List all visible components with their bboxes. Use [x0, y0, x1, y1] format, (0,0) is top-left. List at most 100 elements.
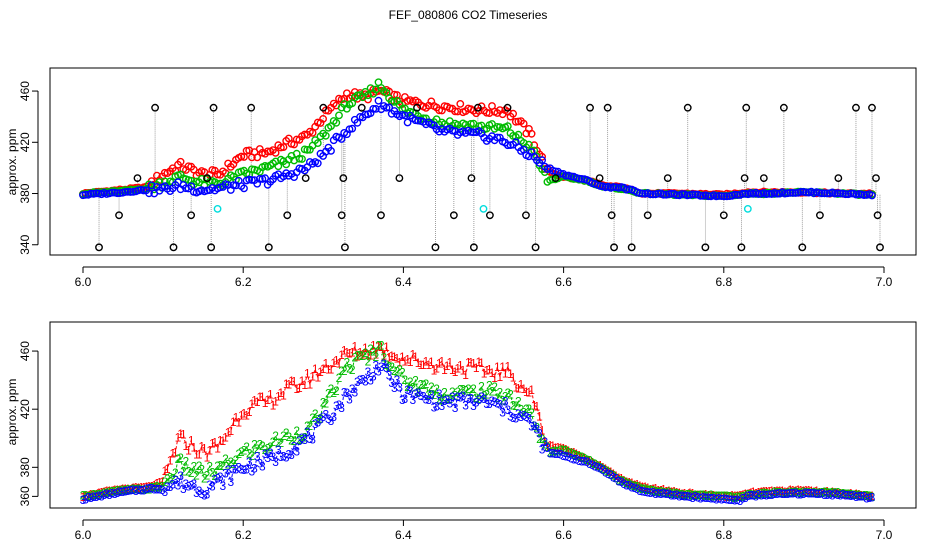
series-1-label: 1: [402, 355, 409, 369]
bottom-axes: 6.0 6.2 6.4 6.6 6.8 7.0 360 380 420 460: [18, 341, 893, 540]
series-2-label: 2: [111, 484, 118, 498]
data-point-red: [485, 109, 494, 118]
series-2-label: 2: [481, 389, 488, 403]
series-1-label: 1: [834, 487, 841, 501]
series-2-label: 2: [212, 469, 219, 483]
series-3-label: 3: [650, 486, 657, 500]
series-2-label: 2: [602, 463, 609, 477]
series-1-line: [82, 343, 873, 498]
series-2-label: 2: [541, 437, 548, 451]
series-1-label: 1: [782, 485, 789, 499]
series-2-label: 2: [333, 384, 340, 398]
series-3-label: 3: [789, 487, 796, 501]
series-1-label: 1: [568, 445, 575, 459]
series-2-label: 2: [779, 486, 786, 500]
series-2-label: 2: [705, 489, 712, 503]
series-3-label: 3: [346, 393, 353, 407]
series-2-label: 2: [652, 485, 659, 499]
series-2-label: 2: [716, 489, 723, 503]
series-3-label: 3: [652, 487, 659, 501]
top-series: [79, 78, 876, 201]
series-2-label: 2: [734, 490, 741, 504]
series-3-label: 3: [140, 483, 147, 497]
x-tick-label: 6.8: [715, 528, 732, 540]
series-1-label: 1: [705, 489, 712, 503]
series-2-label: 2: [729, 490, 736, 504]
series-2-label: 2: [462, 384, 469, 398]
series-2-label: 2: [351, 350, 358, 364]
series-2-label: 2: [692, 488, 699, 502]
series-2-label: 2: [745, 488, 752, 502]
series-2-label: 2: [370, 345, 377, 359]
series-1-label: 1: [130, 481, 137, 495]
series-1-label: 1: [125, 482, 132, 496]
data-point-blue: [860, 191, 868, 200]
bottom-plot-frame: [49, 321, 917, 509]
series-2-label: 2: [497, 385, 504, 399]
series-3-label: 3: [869, 491, 876, 505]
series-1-label: 1: [621, 474, 628, 488]
series-1-label: 1: [161, 464, 168, 478]
series-2-label: 2: [510, 399, 517, 413]
series-1-label: 1: [304, 367, 311, 381]
series-3-label: 3: [188, 479, 195, 493]
series-3-label: 3: [776, 487, 783, 501]
series-1-label: 1: [858, 489, 865, 503]
flagged-point: [339, 174, 348, 183]
flagged-point: [169, 243, 178, 252]
series-2-label: 2: [687, 488, 694, 502]
series-2-label: 2: [631, 479, 638, 493]
series-3-label: 3: [570, 453, 577, 467]
series-1-label: 1: [837, 486, 844, 500]
series-1-label: 1: [296, 381, 303, 395]
series-2-label: 2: [826, 486, 833, 500]
y-tick-label: 380: [18, 457, 32, 477]
series-3-label: 3: [718, 493, 725, 507]
series-1-label: 1: [729, 489, 736, 503]
series-3-label: 3: [568, 451, 575, 465]
series-3-label: 3: [243, 463, 250, 477]
series-2-label: 2: [249, 449, 256, 463]
series-3-label: 3: [679, 489, 686, 503]
series-2-label: 2: [763, 486, 770, 500]
series-1-label: 1: [697, 488, 704, 502]
series-1-label: 1: [230, 415, 237, 429]
series-2-label: 2: [700, 488, 707, 502]
series-2-label: 2: [322, 397, 329, 411]
series-3-label: 3: [428, 388, 435, 402]
series-2-label: 2: [615, 474, 622, 488]
series-3-label: 3: [811, 486, 818, 500]
series-2-label: 2: [209, 465, 216, 479]
series-1-label: 1: [246, 405, 253, 419]
series-2-label: 2: [346, 362, 353, 376]
series-2-label: 2: [354, 349, 361, 363]
series-3-label: 3: [283, 451, 290, 465]
series-1-label: 1: [188, 433, 195, 447]
series-3-label: 3: [272, 455, 279, 469]
series-2-label: 2: [127, 483, 134, 497]
series-1-label: 1: [840, 487, 847, 501]
series-1-label: 1: [349, 345, 356, 359]
series-1-label: 1: [800, 484, 807, 498]
series-3-label: 3: [214, 471, 221, 485]
series-3-label: 3: [779, 487, 786, 501]
flagged-point: [816, 211, 824, 220]
series-3-label: 3: [808, 487, 815, 501]
series-2-label: 2: [840, 486, 847, 500]
data-point-blue: [738, 189, 747, 198]
series-1-label: 1: [737, 489, 744, 503]
series-2-label: 2: [457, 382, 464, 396]
series-1-label: 1: [602, 462, 609, 476]
flagged-point: [473, 103, 482, 112]
series-1-label: 1: [317, 365, 324, 379]
series-3-label: 3: [850, 488, 857, 502]
series-1-label: 1: [180, 427, 187, 441]
series-3-label: 3: [420, 389, 427, 403]
series-2-label: 2: [679, 488, 686, 502]
series-3-label: 3: [716, 492, 723, 506]
series-3-label: 3: [861, 490, 868, 504]
series-3-label: 3: [95, 489, 102, 503]
series-2-label: 2: [167, 470, 174, 484]
series-3-label: 3: [338, 401, 345, 415]
series-3-label: 3: [330, 410, 337, 424]
